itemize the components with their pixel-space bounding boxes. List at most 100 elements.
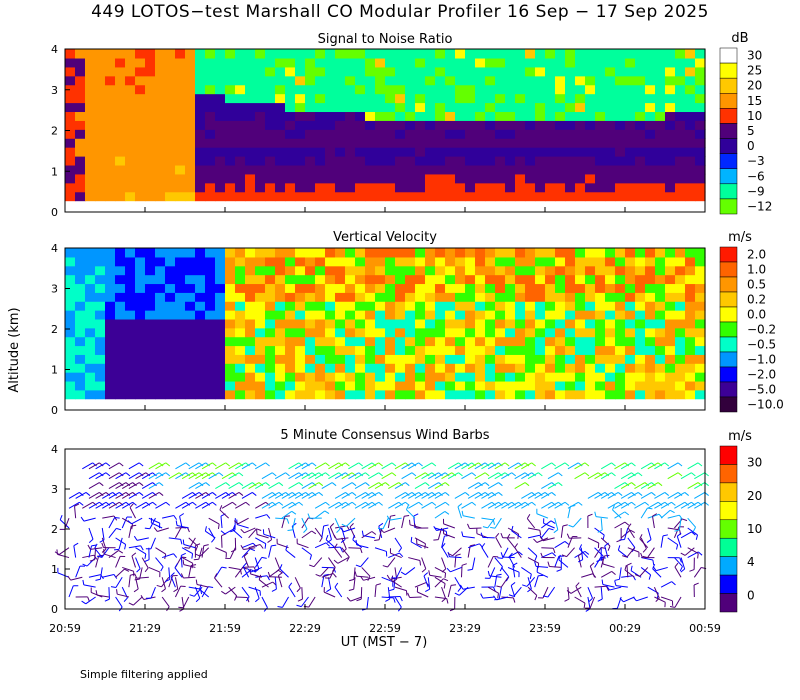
heatmap-cell [385,389,396,400]
heatmap-cell [645,354,656,364]
heatmap-cell [445,156,456,166]
heatmap-cell [565,129,576,139]
heatmap-cell [135,49,146,59]
heatmap-cell [645,292,656,302]
wind-barb-flag [497,593,499,599]
wind-barb [639,538,649,549]
wind-barb-flag [478,482,483,487]
wind-barb-flag [491,462,497,467]
heatmap-cell [305,173,316,184]
wind-barb-flag [232,524,236,531]
heatmap-cell [665,75,676,86]
wind-barb-flag [378,522,384,527]
heatmap-cell [265,147,276,157]
heatmap-cell [675,389,686,400]
wind-barb [408,491,419,499]
heatmap-cell [125,283,136,293]
heatmap-cell [525,191,536,202]
heatmap-cell [65,372,76,382]
heatmap-cell [535,191,546,202]
heatmap-cell [65,93,76,104]
heatmap-cell [155,389,166,400]
heatmap-cell [515,265,526,276]
wind-barb-flag [508,594,514,597]
wind-barb [526,518,536,529]
wind-barb-flag [99,492,104,496]
heatmap-cell [575,93,586,104]
heatmap-cell [235,75,246,86]
heatmap-cell [165,57,176,68]
wind-barb [474,472,486,480]
wind-barb [408,462,419,470]
heatmap-cell [105,93,116,104]
heatmap-cell [555,191,566,202]
wind-barb [294,577,301,589]
wind-barb-flag [99,462,104,467]
heatmap-cell [565,372,576,382]
wind-barb-flag [657,501,663,506]
wind-barb [627,527,635,539]
wind-barb [214,566,223,578]
wind-barb [128,545,141,549]
heatmap-cell [615,310,626,320]
heatmap-cell [165,327,176,338]
wind-barb-flag [446,567,451,573]
heatmap-cell [305,336,316,347]
wind-barb [394,537,402,549]
heatmap-cell [265,248,276,258]
heatmap-cell [675,173,686,184]
wind-barb [368,472,380,480]
heatmap-cell [515,147,526,157]
wind-barb [281,491,293,499]
heatmap-cell [445,248,456,258]
heatmap-cell [505,336,516,347]
heatmap-cell [685,75,696,86]
wind-barb [381,472,393,480]
wind-barb [254,586,260,599]
heatmap-cell [315,292,326,302]
wind-barb [452,547,462,557]
heatmap-cell [235,274,246,285]
heatmap-cell [335,102,346,113]
heatmap-cell [305,372,316,382]
heatmap-cell [575,283,586,293]
wind-barb [652,516,655,529]
wind-barb [117,593,129,598]
heatmap-cell [365,129,376,139]
heatmap-cell [65,354,76,364]
wind-barb-flag [195,579,198,585]
heatmap-cell [635,156,646,166]
heatmap-cell [145,93,156,104]
heatmap-cell [75,301,86,311]
heatmap-cell [215,265,226,276]
heatmap-cell [295,138,306,148]
heatmap-cell [195,173,206,184]
heatmap-cell [135,102,146,113]
heatmap-cell [465,49,476,59]
colorbar-swatch [719,47,738,64]
heatmap-cell [215,336,226,347]
heatmap-cell [695,265,706,276]
heatmap-cell [315,66,326,77]
heatmap-cell [365,57,376,68]
wind-barb-flag [548,527,554,531]
heatmap-cell [455,265,466,276]
heatmap-cell [655,66,666,77]
colorbar-label: 10 [747,522,762,536]
heatmap-cell [635,372,646,382]
wind-barb-flag [489,526,496,529]
wind-barb-flag [254,568,260,573]
heatmap-cell [595,327,606,338]
wind-barb [86,557,96,567]
heatmap-cell [305,66,316,77]
heatmap-cell [235,164,246,175]
heatmap-cell [275,191,286,202]
heatmap-cell [165,301,176,311]
wind-barb-flag [695,534,698,540]
heatmap-cell [305,354,316,364]
heatmap-cell [665,147,676,157]
wind-barb [481,517,494,521]
wind-barb-flag [508,552,513,558]
heatmap-cell [275,248,286,258]
heatmap-cell [685,164,696,175]
